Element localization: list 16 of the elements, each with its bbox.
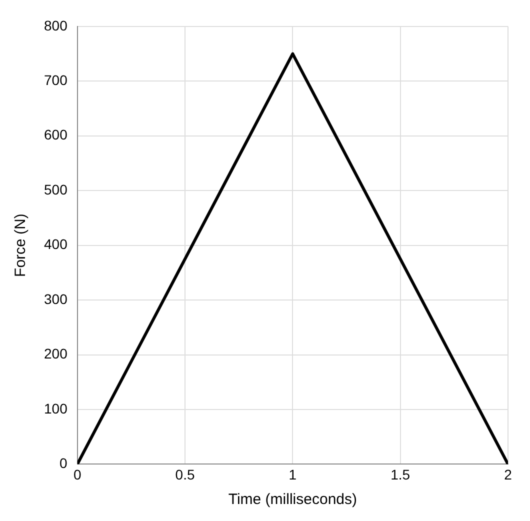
y-tick-label: 700 [44,72,68,88]
x-tick-label: 1.5 [390,466,410,482]
y-axis-title: Force (N) [12,214,30,277]
y-tick-label: 300 [44,290,68,307]
x-tick-label: 2 [504,466,512,482]
y-tick-label: 400 [44,236,68,252]
x-tick-label: 0 [73,466,82,482]
x-tick-label: 1 [288,466,297,482]
y-tick-label: 200 [44,346,68,362]
y-tick-label: 500 [44,181,68,198]
y-tick-label: 100 [44,400,68,416]
y-tick-label: 600 [44,126,68,143]
y-tick-label: 800 [44,17,68,34]
x-axis-title: Time (milliseconds) [228,491,357,508]
y-tick-label: 0 [60,455,68,472]
x-tick-label: 0.5 [175,466,195,482]
